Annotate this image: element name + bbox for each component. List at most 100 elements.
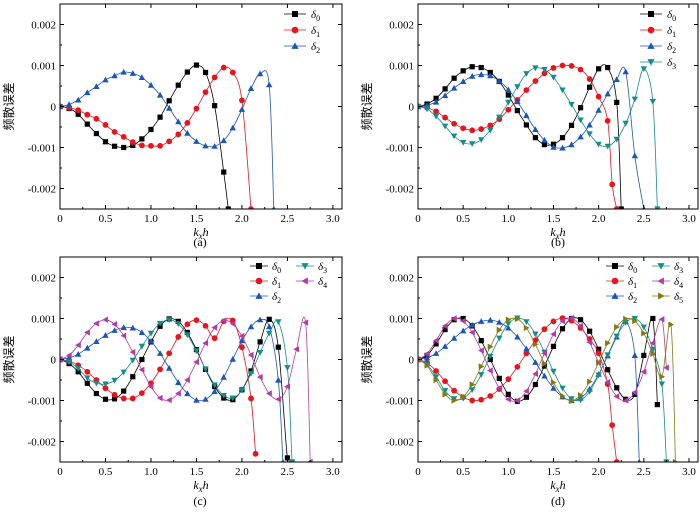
- point-δ1: [84, 111, 91, 118]
- legend-label-δ0: δ0: [311, 9, 320, 23]
- point-δ4: [658, 316, 665, 323]
- point-δ1: [239, 344, 245, 351]
- y-tick-label: -0.002: [386, 437, 414, 449]
- point-δ0: [487, 356, 493, 363]
- point-δ0: [632, 391, 638, 397]
- legend-marker-δ1: [255, 277, 263, 285]
- legend-label-δ3: δ3: [667, 57, 676, 71]
- point-δ1: [595, 350, 602, 357]
- point-δ0: [478, 64, 484, 71]
- point-δ4: [487, 367, 493, 374]
- point-δ2: [84, 344, 91, 351]
- x-tick-label: 0.5: [99, 466, 113, 478]
- point-δ1: [202, 89, 209, 96]
- panel-caption: (a): [193, 235, 206, 249]
- point-δ0: [121, 388, 127, 394]
- point-δ0: [577, 317, 584, 323]
- point-δ4: [65, 352, 72, 359]
- point-δ3: [432, 113, 440, 120]
- point-δ4: [166, 396, 172, 404]
- y-axis-label: 频散误差: [359, 82, 374, 130]
- y-tick-label: 0.002: [31, 273, 56, 285]
- point-δ3: [84, 375, 91, 382]
- point-δ5: [569, 397, 575, 405]
- y-tick-label: 0.001: [389, 314, 414, 326]
- point-δ2: [478, 318, 485, 324]
- point-δ4: [138, 366, 145, 373]
- point-δ5: [550, 379, 557, 386]
- point-δ2: [65, 101, 73, 107]
- point-δ2: [93, 83, 100, 89]
- y-tick-label: 0: [409, 102, 415, 114]
- point-δ5: [614, 323, 620, 331]
- point-δ1: [613, 206, 620, 209]
- point-δ2: [550, 143, 557, 150]
- point-δ3: [568, 101, 575, 108]
- point-δ2: [166, 364, 173, 371]
- point-δ0: [84, 380, 90, 386]
- legend-marker-δ3: [301, 263, 309, 270]
- point-δ3: [613, 333, 620, 340]
- point-δ5: [659, 373, 666, 380]
- point-δ3: [658, 381, 666, 388]
- point-δ2: [166, 104, 173, 111]
- point-δ3: [469, 387, 476, 393]
- panel-caption: (d): [551, 494, 565, 508]
- point-δ0: [442, 86, 448, 92]
- point-δ2: [256, 70, 264, 77]
- point-δ3: [550, 74, 557, 81]
- legend-label-δ0: δ0: [628, 261, 637, 275]
- point-δ1: [541, 70, 548, 77]
- point-δ3: [184, 332, 191, 339]
- point-δ2: [281, 458, 285, 462]
- y-tick-label: 0.002: [389, 273, 414, 285]
- point-δ3: [640, 324, 647, 331]
- point-δ0: [93, 390, 99, 397]
- legend-marker-δ0: [256, 263, 262, 269]
- y-tick-label: -0.002: [386, 184, 414, 196]
- point-δ4: [184, 376, 190, 384]
- point-δ1: [604, 117, 611, 124]
- point-δ3: [418, 103, 422, 110]
- point-δ3: [111, 377, 118, 384]
- point-δ2: [238, 106, 246, 112]
- point-δ2: [220, 373, 227, 380]
- point-δ2: [532, 359, 539, 365]
- point-δ4: [622, 397, 629, 404]
- point-δ0: [605, 64, 611, 71]
- point-δ4: [613, 393, 620, 400]
- y-tick-label: -0.001: [28, 396, 56, 408]
- point-δ0: [257, 339, 263, 345]
- point-δ0: [568, 122, 575, 128]
- point-δ0: [221, 169, 227, 175]
- point-δ1: [111, 391, 118, 398]
- point-δ2: [138, 74, 146, 80]
- point-δ0: [505, 92, 511, 98]
- point-δ2: [496, 77, 503, 84]
- point-δ1: [248, 206, 254, 209]
- point-δ1: [157, 142, 163, 149]
- point-δ5: [460, 393, 467, 400]
- point-δ2: [514, 333, 521, 340]
- point-δ0: [654, 402, 660, 408]
- legend-label-δ2: δ2: [311, 41, 320, 55]
- point-δ3: [238, 387, 246, 394]
- point-δ0: [587, 84, 593, 90]
- point-δ2: [423, 102, 431, 108]
- point-δ4: [640, 368, 647, 375]
- legend: δ0 δ1 δ2 δ3: [640, 9, 676, 71]
- point-δ4: [275, 396, 281, 403]
- point-δ1: [505, 376, 512, 383]
- point-δ5: [578, 392, 584, 399]
- point-δ5: [424, 362, 431, 369]
- point-δ5: [469, 381, 476, 388]
- point-δ3: [478, 137, 485, 143]
- point-δ1: [75, 107, 82, 114]
- point-δ2: [193, 138, 200, 144]
- point-δ0: [505, 391, 511, 397]
- point-δ2: [622, 68, 629, 75]
- point-δ2: [541, 372, 548, 379]
- point-δ4: [423, 350, 430, 357]
- x-tick-label: 1.5: [190, 466, 204, 478]
